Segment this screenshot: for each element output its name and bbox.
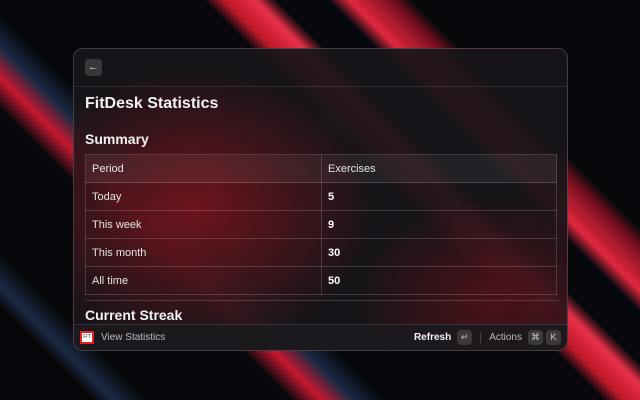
divider xyxy=(85,300,559,301)
fitdesk-logo-icon: FIT xyxy=(80,331,94,344)
exercises-cell: 5 xyxy=(321,182,557,211)
separator xyxy=(480,332,482,343)
summary-table: Period Exercises Today 5 This week 9 This … xyxy=(85,154,557,295)
return-key-icon: ↵ xyxy=(457,330,473,345)
table-row: All time 50 xyxy=(85,266,557,295)
table-row: Today 5 xyxy=(85,182,557,211)
exercises-cell: 9 xyxy=(321,210,557,239)
column-header: Period xyxy=(85,154,322,183)
period-cell: This week xyxy=(85,210,322,239)
period-cell: All time xyxy=(85,266,322,295)
streak-heading: Current Streak xyxy=(85,307,183,323)
extension-window: ← FitDesk Statistics Summary Period Exer… xyxy=(73,48,568,351)
summary-heading: Summary xyxy=(85,131,149,147)
back-button[interactable]: ← xyxy=(85,59,102,76)
exercises-cell: 30 xyxy=(321,238,557,267)
period-cell: This month xyxy=(85,238,322,267)
actions-button[interactable]: Actions xyxy=(489,332,522,343)
table-row: This month 30 xyxy=(85,238,557,267)
period-cell: Today xyxy=(85,182,322,211)
column-header: Exercises xyxy=(321,154,557,183)
page-title: FitDesk Statistics xyxy=(85,95,219,112)
table-header: Period Exercises xyxy=(85,154,557,183)
command-name: View Statistics xyxy=(101,332,166,343)
k-key-icon: K xyxy=(546,330,561,345)
command-key-icon: ⌘ xyxy=(528,330,543,345)
exercises-cell: 50 xyxy=(321,266,557,295)
refresh-action-button[interactable]: Refresh xyxy=(413,332,452,343)
arrow-left-icon: ← xyxy=(88,61,99,73)
top-bar: ← xyxy=(74,49,567,87)
action-bar: FIT View Statistics Refresh ↵ Actions ⌘ … xyxy=(74,324,567,350)
table-row: This week 9 xyxy=(85,210,557,239)
